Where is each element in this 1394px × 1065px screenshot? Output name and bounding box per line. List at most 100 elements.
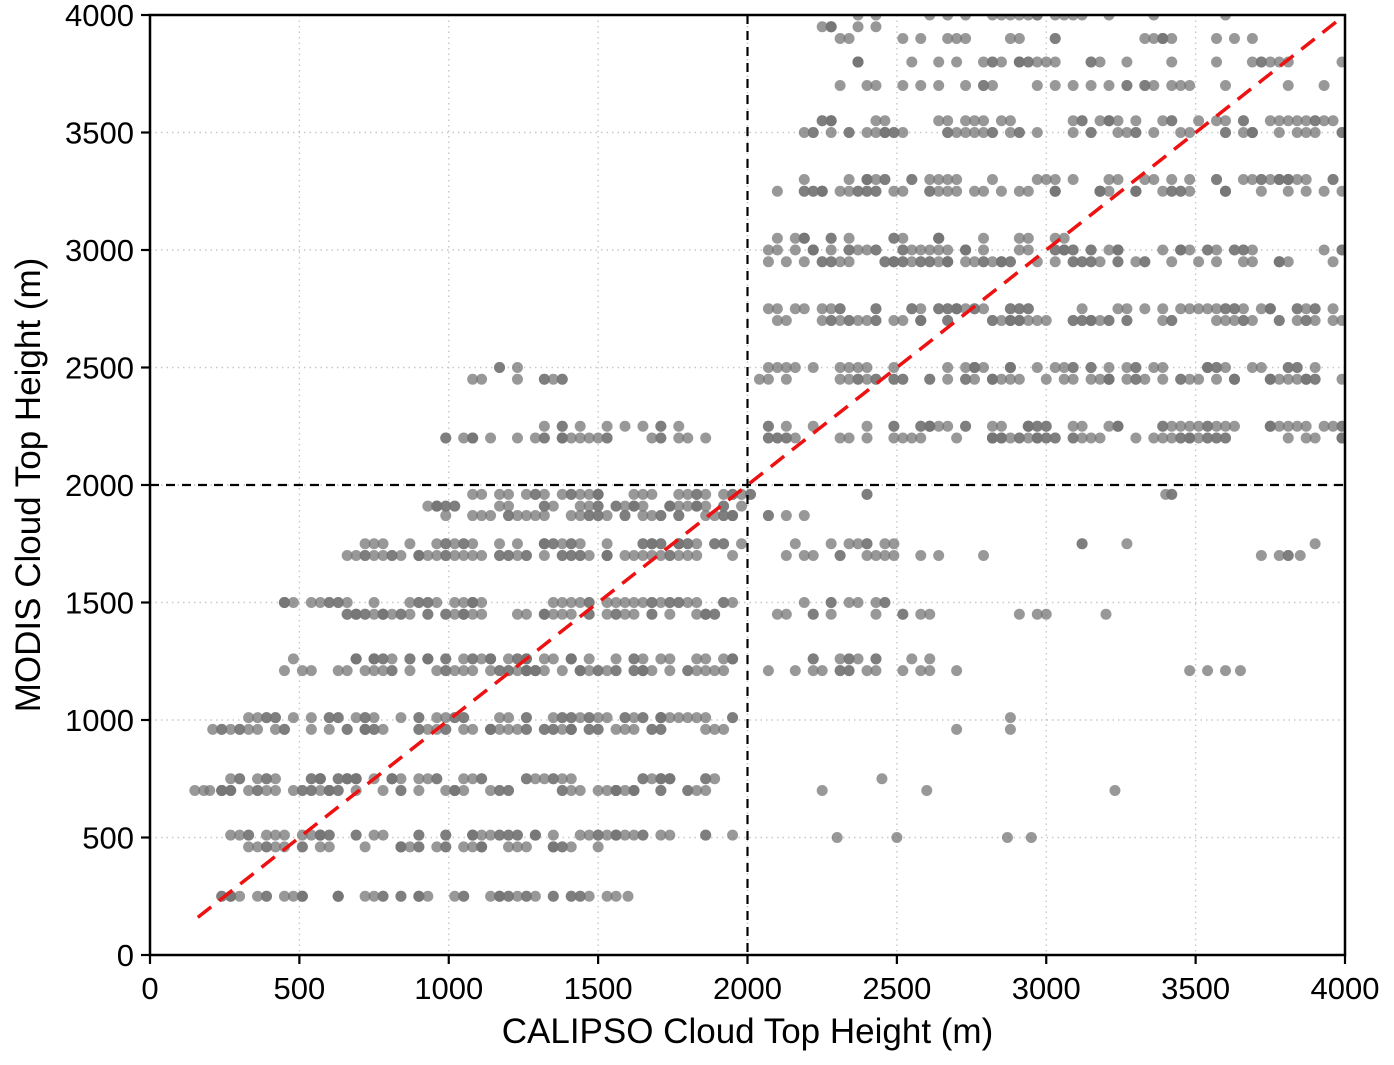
- data-point: [861, 538, 873, 550]
- data-point: [511, 665, 523, 677]
- data-point: [978, 550, 990, 561]
- data-point: [467, 723, 479, 735]
- data-point: [368, 890, 380, 902]
- data-point: [1103, 315, 1115, 326]
- data-point: [700, 510, 712, 522]
- data-point: [655, 510, 667, 522]
- data-point: [1094, 115, 1106, 127]
- data-point: [485, 432, 497, 444]
- data-point: [565, 608, 577, 620]
- data-point: [906, 432, 918, 444]
- data-point: [1103, 80, 1115, 91]
- data-point: [1184, 373, 1196, 385]
- data-point: [467, 773, 479, 785]
- data-point: [655, 653, 667, 665]
- data-point: [834, 665, 846, 677]
- data-point: [709, 538, 721, 550]
- data-point: [978, 244, 990, 256]
- data-point: [1022, 432, 1034, 444]
- data-point: [1148, 362, 1160, 373]
- data-point: [189, 785, 201, 796]
- data-point: [1175, 80, 1187, 91]
- data-point: [413, 829, 425, 841]
- data-point: [520, 841, 532, 853]
- data-point: [897, 432, 909, 444]
- data-point: [709, 665, 721, 677]
- data-point: [852, 373, 864, 385]
- data-point: [843, 653, 855, 665]
- data-point: [646, 432, 658, 444]
- data-point: [622, 890, 634, 902]
- data-point: [1103, 244, 1115, 256]
- data-point: [476, 773, 488, 785]
- data-point: [1085, 244, 1097, 256]
- data-point: [1148, 80, 1160, 91]
- data-point: [915, 256, 927, 268]
- data-point: [1013, 303, 1025, 315]
- data-point: [879, 597, 891, 608]
- data-point: [897, 80, 909, 91]
- data-point: [234, 829, 246, 841]
- data-point: [1121, 127, 1133, 138]
- data-point: [1004, 712, 1016, 724]
- data-point: [924, 653, 936, 665]
- data-point: [1237, 303, 1249, 315]
- data-point: [323, 712, 335, 724]
- data-point: [718, 723, 730, 735]
- data-point: [682, 432, 694, 444]
- data-point: [1246, 127, 1258, 138]
- y-tick-label: 3000: [65, 233, 134, 268]
- data-point: [915, 33, 927, 44]
- data-point: [1228, 315, 1240, 326]
- data-point: [915, 420, 927, 432]
- data-point: [906, 256, 918, 268]
- data-point: [458, 785, 470, 796]
- data-point: [287, 597, 299, 608]
- data-point: [261, 890, 273, 902]
- data-point: [601, 665, 613, 677]
- data-point: [610, 723, 622, 735]
- data-point: [951, 432, 963, 444]
- data-point: [1175, 373, 1187, 385]
- data-point: [897, 244, 909, 256]
- data-point: [673, 488, 685, 500]
- data-point: [511, 373, 523, 385]
- data-point: [1103, 115, 1115, 127]
- data-point: [888, 127, 900, 138]
- data-point: [234, 890, 246, 902]
- data-point: [1112, 244, 1124, 256]
- data-point: [771, 244, 783, 256]
- data-point: [565, 488, 577, 500]
- data-point: [753, 373, 765, 385]
- data-point: [1157, 420, 1169, 432]
- data-point: [601, 550, 613, 561]
- data-point: [458, 432, 470, 444]
- data-point: [969, 256, 981, 268]
- data-point: [1282, 550, 1294, 561]
- data-point: [995, 115, 1007, 127]
- data-point: [825, 315, 837, 326]
- data-point: [718, 538, 730, 550]
- data-point: [395, 841, 407, 853]
- data-point: [404, 841, 416, 853]
- data-point: [1175, 185, 1187, 197]
- data-point: [789, 232, 801, 244]
- data-point: [350, 550, 362, 561]
- data-point: [628, 653, 640, 665]
- data-point: [780, 550, 792, 561]
- data-point: [664, 712, 676, 724]
- data-point: [440, 785, 452, 796]
- data-point: [825, 21, 837, 33]
- data-point: [1031, 432, 1043, 444]
- data-point: [1336, 56, 1345, 68]
- data-point: [951, 174, 963, 185]
- data-point: [807, 653, 819, 665]
- data-point: [207, 723, 219, 735]
- data-point: [1246, 174, 1258, 185]
- data-point: [691, 488, 703, 500]
- data-point: [1300, 185, 1312, 197]
- data-point: [413, 550, 425, 561]
- y-tick-label: 3500: [65, 116, 134, 151]
- data-point: [1031, 608, 1043, 620]
- data-point: [1139, 303, 1151, 315]
